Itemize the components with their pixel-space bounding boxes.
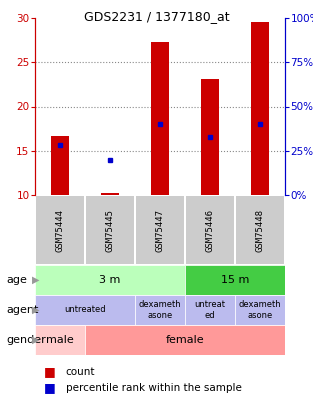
Text: ▶: ▶ xyxy=(32,335,40,345)
Bar xyxy=(86,196,134,264)
Bar xyxy=(201,79,219,195)
Text: untreated: untreated xyxy=(64,305,106,315)
Bar xyxy=(36,196,84,264)
Bar xyxy=(35,265,185,295)
Text: untreat
ed: untreat ed xyxy=(194,300,225,320)
Text: 3 m: 3 m xyxy=(99,275,121,285)
Bar xyxy=(135,295,185,325)
Bar xyxy=(35,295,135,325)
Text: GSM75448: GSM75448 xyxy=(255,209,264,252)
Bar xyxy=(151,42,169,195)
Text: GSM75444: GSM75444 xyxy=(55,209,64,252)
Text: dexameth
asone: dexameth asone xyxy=(239,300,281,320)
Text: age: age xyxy=(6,275,27,285)
Text: ▶: ▶ xyxy=(32,275,40,285)
Text: percentile rank within the sample: percentile rank within the sample xyxy=(66,383,242,393)
Text: gender: gender xyxy=(6,335,46,345)
Text: GSM75445: GSM75445 xyxy=(105,209,115,252)
Bar xyxy=(101,193,119,195)
Bar xyxy=(185,295,235,325)
Bar xyxy=(85,325,285,355)
Text: GSM75446: GSM75446 xyxy=(206,209,214,252)
Text: ▶: ▶ xyxy=(32,305,40,315)
Bar xyxy=(35,325,85,355)
Bar xyxy=(251,22,269,195)
Bar xyxy=(235,295,285,325)
Text: GDS2231 / 1377180_at: GDS2231 / 1377180_at xyxy=(84,10,229,23)
Text: ■: ■ xyxy=(44,382,56,394)
Text: agent: agent xyxy=(6,305,38,315)
Bar xyxy=(51,136,69,195)
Bar xyxy=(185,265,285,295)
Text: GSM75447: GSM75447 xyxy=(156,209,165,252)
Bar xyxy=(236,196,284,264)
Text: dexameth
asone: dexameth asone xyxy=(139,300,181,320)
Text: 15 m: 15 m xyxy=(221,275,249,285)
Text: count: count xyxy=(66,367,95,377)
Text: ■: ■ xyxy=(44,365,56,379)
Text: female: female xyxy=(166,335,204,345)
Bar xyxy=(136,196,184,264)
Text: male: male xyxy=(46,335,74,345)
Bar xyxy=(186,196,234,264)
